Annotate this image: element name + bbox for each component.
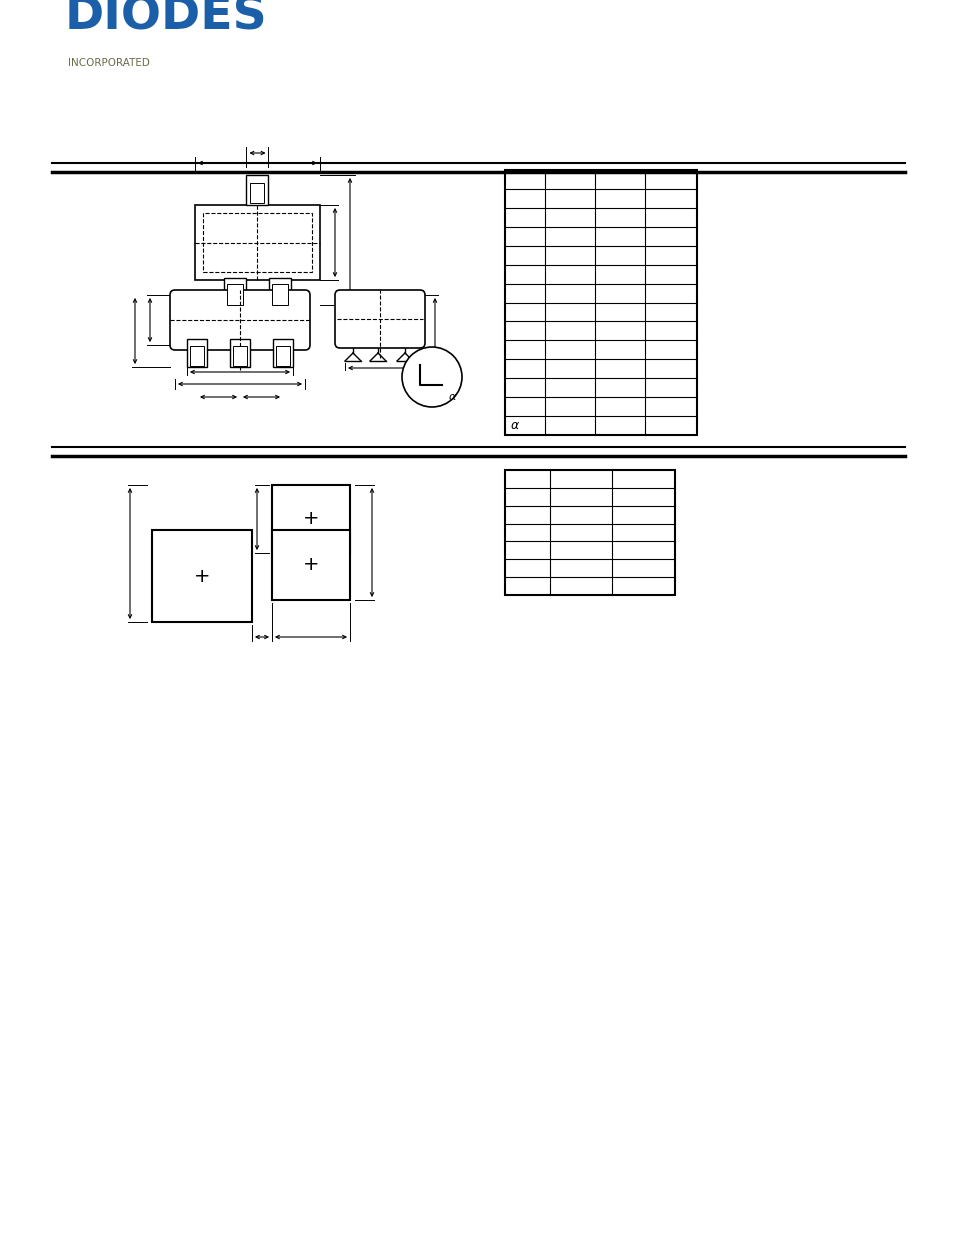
Bar: [224, 278, 246, 305]
Bar: [504, 471, 675, 595]
Bar: [203, 212, 312, 272]
Bar: [187, 338, 207, 367]
Bar: [275, 346, 290, 366]
Text: +: +: [302, 510, 319, 529]
FancyBboxPatch shape: [170, 290, 310, 350]
Bar: [227, 284, 243, 305]
Bar: [273, 338, 293, 367]
Bar: [152, 530, 252, 622]
Text: +: +: [302, 556, 319, 574]
FancyBboxPatch shape: [335, 290, 424, 348]
Bar: [269, 278, 291, 305]
Bar: [190, 346, 204, 366]
Bar: [230, 338, 250, 367]
Text: +: +: [193, 567, 210, 585]
Bar: [272, 530, 350, 600]
Bar: [233, 346, 247, 366]
Circle shape: [401, 347, 461, 408]
Bar: [246, 175, 268, 205]
Text: INCORPORATED: INCORPORATED: [68, 58, 150, 68]
Text: $\alpha$: $\alpha$: [510, 419, 519, 432]
Text: $\alpha$: $\alpha$: [448, 391, 456, 403]
Bar: [251, 183, 264, 203]
Bar: [194, 205, 319, 280]
Bar: [272, 284, 288, 305]
Bar: [504, 170, 697, 435]
Text: DIODES: DIODES: [65, 0, 268, 40]
Bar: [272, 485, 350, 553]
